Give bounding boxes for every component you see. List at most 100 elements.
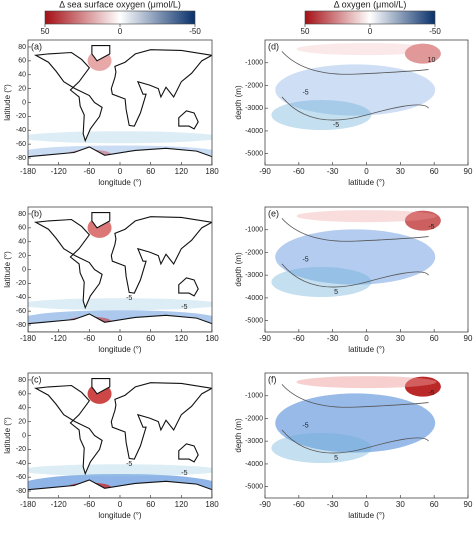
contour-label: -5 bbox=[126, 461, 132, 468]
x-tick-label: 120 bbox=[175, 334, 189, 343]
x-axis-label: longitude (°) bbox=[98, 345, 142, 354]
coastline bbox=[28, 479, 212, 498]
panel-label: (a) bbox=[31, 41, 42, 51]
y-axis-label: depth (m) bbox=[234, 418, 243, 453]
colorbar-tick-label: 0 bbox=[118, 27, 123, 36]
coastline bbox=[110, 49, 212, 127]
shading bbox=[296, 43, 437, 56]
contour-label: 5 bbox=[334, 455, 338, 462]
x-tick-label: 60 bbox=[146, 167, 155, 176]
x-tick-label: 60 bbox=[430, 167, 439, 176]
x-tick-label: -90 bbox=[259, 167, 271, 176]
y-tick-label: -3000 bbox=[245, 105, 263, 112]
x-tick-label: -60 bbox=[84, 500, 96, 509]
shading bbox=[275, 229, 436, 285]
shading bbox=[28, 131, 212, 144]
x-tick-label: 60 bbox=[146, 334, 155, 343]
contour bbox=[281, 51, 429, 75]
y-tick-label: 20 bbox=[18, 85, 26, 92]
y-tick-label: 0 bbox=[22, 99, 26, 106]
x-tick-label: -120 bbox=[51, 334, 68, 343]
y-tick-label: -60 bbox=[16, 308, 26, 315]
panel-label: (e) bbox=[268, 208, 279, 218]
y-tick-label: -80 bbox=[16, 155, 26, 162]
y-tick-label: -80 bbox=[16, 488, 26, 495]
x-tick-label: 90 bbox=[464, 334, 473, 343]
y-tick-label: 0 bbox=[22, 266, 26, 273]
contour-label: -5 bbox=[181, 470, 187, 477]
x-tick-label: 0 bbox=[118, 500, 123, 509]
y-tick-label: -60 bbox=[16, 474, 26, 481]
contour bbox=[281, 263, 429, 288]
x-tick-label: -180 bbox=[20, 167, 37, 176]
coastline bbox=[28, 313, 212, 332]
x-tick-label: -180 bbox=[20, 500, 37, 509]
y-tick-label: 40 bbox=[18, 405, 26, 412]
shading bbox=[296, 210, 437, 223]
x-tick-label: -30 bbox=[327, 167, 339, 176]
x-tick-label: -90 bbox=[259, 500, 271, 509]
x-tick-label: 0 bbox=[118, 334, 123, 343]
x-tick-label: -60 bbox=[293, 167, 305, 176]
y-axis-label: latitude (°) bbox=[3, 84, 12, 121]
y-tick-label: -80 bbox=[16, 322, 26, 329]
y-tick-label: 60 bbox=[18, 58, 26, 65]
x-tick-label: 0 bbox=[364, 500, 369, 509]
colorbar-tick-label: 50 bbox=[301, 27, 310, 36]
y-tick-label: -20 bbox=[16, 113, 26, 120]
field bbox=[28, 45, 212, 165]
y-tick-label: -20 bbox=[16, 280, 26, 287]
contour-label: -5 bbox=[126, 295, 132, 302]
x-tick-label: 90 bbox=[464, 500, 473, 509]
seafloor bbox=[436, 452, 468, 498]
coastline bbox=[28, 146, 212, 165]
x-tick-label: -60 bbox=[84, 334, 96, 343]
y-axis-label: latitude (°) bbox=[3, 417, 12, 454]
colorbar-title: Δ oxygen (μmol/L) bbox=[334, 0, 407, 9]
x-tick-label: 120 bbox=[175, 167, 189, 176]
panel-label: (d) bbox=[268, 41, 279, 51]
x-tick-label: 30 bbox=[396, 167, 405, 176]
seafloor bbox=[436, 119, 468, 165]
x-tick-label: 30 bbox=[396, 334, 405, 343]
coastline bbox=[110, 216, 212, 294]
shading bbox=[28, 298, 212, 311]
panel-label: (b) bbox=[31, 208, 42, 218]
coastline bbox=[110, 382, 212, 460]
y-tick-label: 0 bbox=[22, 432, 26, 439]
y-tick-label: -2000 bbox=[245, 249, 263, 256]
x-tick-label: -120 bbox=[51, 167, 68, 176]
coastline bbox=[33, 384, 103, 476]
coastline bbox=[91, 378, 111, 395]
y-tick-label: 40 bbox=[18, 72, 26, 79]
x-tick-label: -60 bbox=[293, 334, 305, 343]
contour-label: -5 bbox=[428, 390, 434, 397]
x-tick-label: 0 bbox=[364, 167, 369, 176]
y-tick-label: -5000 bbox=[245, 483, 263, 490]
x-tick-label: -30 bbox=[327, 500, 339, 509]
contour-label: -5 bbox=[428, 224, 434, 231]
field bbox=[28, 378, 212, 498]
y-tick-label: 80 bbox=[18, 377, 26, 384]
shading bbox=[404, 210, 441, 231]
x-tick-label: 60 bbox=[430, 500, 439, 509]
field bbox=[271, 210, 468, 332]
contour-label: -5 bbox=[333, 122, 339, 129]
contour bbox=[281, 218, 429, 242]
y-tick-label: 40 bbox=[18, 239, 26, 246]
coastline bbox=[91, 212, 111, 229]
field bbox=[28, 212, 212, 332]
coastline bbox=[33, 51, 103, 143]
y-tick-label: -40 bbox=[16, 127, 26, 134]
y-tick-label: 20 bbox=[18, 418, 26, 425]
x-tick-label: 180 bbox=[205, 167, 219, 176]
y-tick-label: -4000 bbox=[245, 128, 263, 135]
shading bbox=[275, 64, 436, 116]
x-tick-label: -60 bbox=[293, 500, 305, 509]
panel-label: (f) bbox=[268, 374, 277, 384]
x-axis-label: latitude (°) bbox=[348, 511, 385, 520]
x-axis-label: longitude (°) bbox=[98, 511, 142, 520]
colorbar-tick-label: 50 bbox=[41, 27, 50, 36]
y-tick-label: -5000 bbox=[245, 150, 263, 157]
y-tick-label: -1000 bbox=[245, 227, 263, 234]
